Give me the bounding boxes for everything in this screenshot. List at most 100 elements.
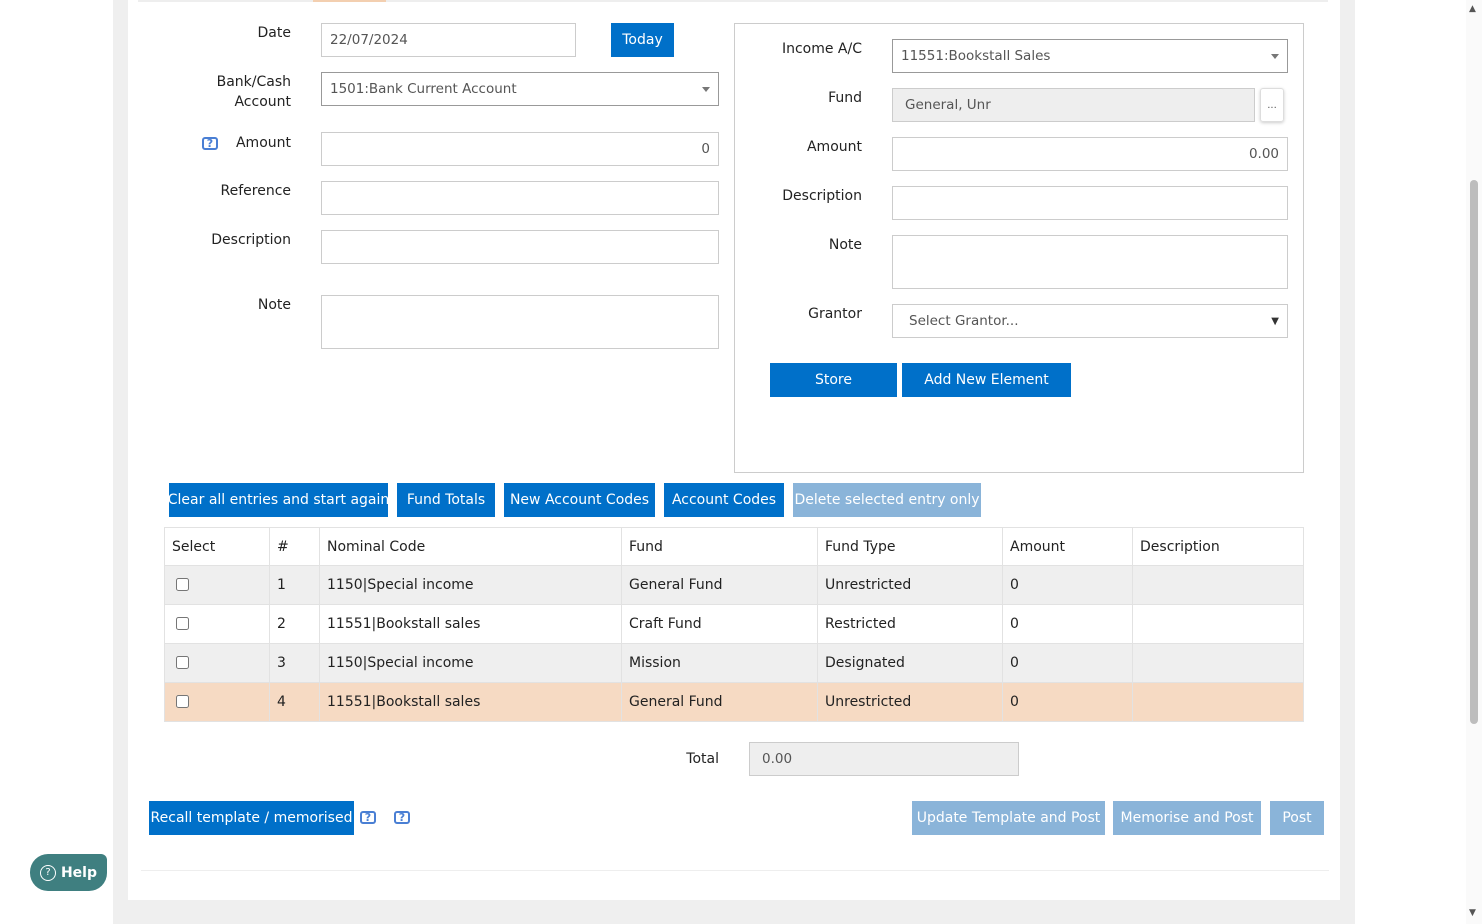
memorise-post-button[interactable]: Memorise and Post [1113, 801, 1261, 835]
chevron-down-icon: ▼ [1271, 315, 1279, 327]
reference-label: Reference [220, 183, 292, 199]
cell: General Fund [621, 565, 818, 605]
scroll-up-icon[interactable]: ▲ [1469, 4, 1476, 14]
grantor-select[interactable]: Select Grantor... ▼ [892, 304, 1288, 338]
help-label: Help [60, 864, 98, 881]
income-label: Income A/C [781, 41, 862, 57]
bank-value: 1501:Bank Current Account [330, 81, 517, 97]
table-row[interactable]: 2 11551|Bookstall sales Craft Fund Restrict… [164, 604, 1304, 644]
note-textarea[interactable] [321, 295, 719, 349]
cell: 0 [1002, 682, 1133, 722]
income-value: 11551:Bookstall Sales [901, 48, 1051, 64]
cell [1132, 565, 1304, 605]
table-row[interactable]: 1 1150|Special income General Fund Unrestri… [164, 565, 1304, 605]
cell: Unrestricted [817, 565, 1003, 605]
cell: 0 [1002, 604, 1133, 644]
cell: 4 [269, 682, 320, 722]
bank-select[interactable]: 1501:Bank Current Account [321, 72, 719, 106]
description-label: Description [782, 188, 862, 204]
fund-input: General, Unr [892, 88, 1255, 122]
date-input[interactable]: 22/07/2024 [321, 23, 576, 57]
income-panel [734, 23, 1304, 473]
update-template-post-button[interactable]: Update Template and Post [912, 801, 1105, 835]
note-label: Note [828, 237, 862, 253]
fund-picker-button[interactable]: ... [1260, 88, 1284, 122]
amount-label: Amount [235, 135, 291, 151]
fund-label: Fund [828, 90, 862, 106]
video-help-icon[interactable]: ? [202, 137, 218, 150]
delete-selected-button[interactable]: Delete selected entry only [793, 483, 981, 517]
divider [141, 870, 1329, 871]
account-codes-button[interactable]: Account Codes [664, 483, 784, 517]
chevron-down-icon [1271, 54, 1279, 59]
help-button[interactable]: ? Help [30, 854, 107, 891]
cell: 11551|Bookstall sales [319, 604, 622, 644]
cell: 2 [269, 604, 320, 644]
income-note-textarea[interactable] [892, 235, 1288, 289]
cell [1132, 643, 1304, 683]
col-amount: Amount [1002, 527, 1133, 566]
note-label: Note [257, 297, 291, 313]
cell: Designated [817, 643, 1003, 683]
cell: 1 [269, 565, 320, 605]
store-button[interactable]: Store [770, 363, 897, 397]
table-row[interactable]: 3 1150|Special income Mission Designated 0 [164, 643, 1304, 683]
reference-input[interactable] [321, 181, 719, 215]
icon-glyph: ? [364, 811, 372, 824]
income-select[interactable]: 11551:Bookstall Sales [892, 39, 1288, 73]
fund-totals-button[interactable]: Fund Totals [397, 483, 495, 517]
question-icon: ? [39, 864, 56, 881]
col-select: Select [164, 527, 270, 566]
new-account-codes-button[interactable]: New Account Codes [504, 483, 655, 517]
table-row[interactable]: 4 11551|Bookstall sales General Fund Unrest… [164, 682, 1304, 722]
clear-all-button[interactable]: Clear all entries and start again [168, 483, 389, 517]
income-description-input[interactable] [892, 186, 1288, 220]
recall-template-button[interactable]: Recall template / memorised [149, 801, 354, 835]
bank-label: Bank/Cash Account [216, 74, 291, 110]
icon-glyph: ? [206, 137, 214, 150]
cell: 0 [1002, 643, 1133, 683]
active-tab-indicator [313, 0, 386, 2]
table-header: Select # Nominal Code Fund Fund Type Amo… [164, 527, 1304, 566]
amount-input[interactable]: 0 [321, 132, 719, 166]
video-help-icon[interactable]: ? [394, 811, 410, 824]
tab-bar-line [138, 0, 1328, 2]
cell: Restricted [817, 604, 1003, 644]
today-button[interactable]: Today [611, 23, 674, 57]
income-amount-input[interactable]: 0.00 [892, 137, 1288, 171]
row-checkbox[interactable] [176, 578, 189, 591]
cell: 0 [1002, 565, 1133, 605]
amount-label: Amount [806, 139, 862, 155]
total-label: Total [686, 751, 719, 767]
row-checkbox[interactable] [176, 617, 189, 630]
entries-table: Select # Nominal Code Fund Fund Type Amo… [164, 527, 1304, 722]
total-value: 0.00 [749, 742, 1019, 776]
post-button[interactable]: Post [1270, 801, 1324, 835]
icon-glyph: ? [398, 811, 406, 824]
chevron-down-icon [702, 87, 710, 92]
col-fund-type: Fund Type [817, 527, 1003, 566]
scrollbar-thumb[interactable] [1470, 180, 1478, 724]
col-description: Description [1132, 527, 1304, 566]
add-new-element-button[interactable]: Add New Element [902, 363, 1071, 397]
cell: Craft Fund [621, 604, 818, 644]
date-label: Date [257, 25, 291, 41]
col-number: # [269, 527, 320, 566]
col-fund: Fund [621, 527, 818, 566]
grantor-label: Grantor [808, 306, 862, 322]
description-label: Description [211, 232, 291, 248]
video-help-icon[interactable]: ? [360, 811, 376, 824]
cell: 3 [269, 643, 320, 683]
cell: 1150|Special income [319, 643, 622, 683]
description-input[interactable] [321, 230, 719, 264]
scroll-down-icon[interactable]: ▼ [1469, 908, 1476, 918]
cell: 1150|Special income [319, 565, 622, 605]
cell: Mission [621, 643, 818, 683]
cell: Unrestricted [817, 682, 1003, 722]
col-nominal-code: Nominal Code [319, 527, 622, 566]
grantor-value: Select Grantor... [909, 313, 1019, 329]
cell: General Fund [621, 682, 818, 722]
row-checkbox[interactable] [176, 695, 189, 708]
row-checkbox[interactable] [176, 656, 189, 669]
cell: 11551|Bookstall sales [319, 682, 622, 722]
